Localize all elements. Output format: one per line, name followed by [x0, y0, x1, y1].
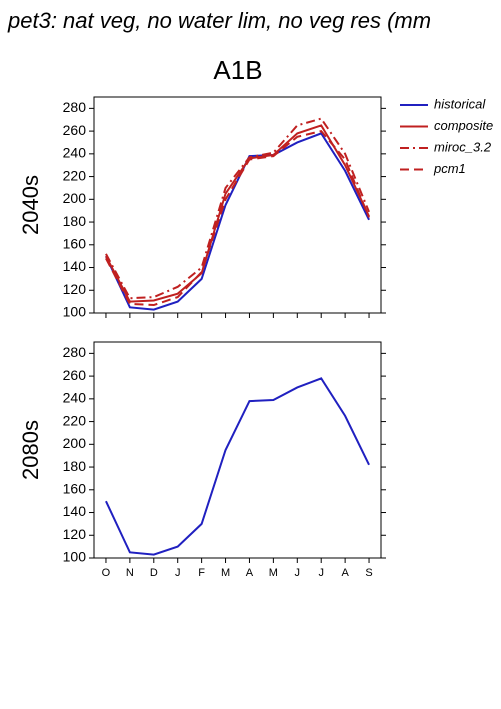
y-tick-label: 160	[63, 235, 87, 251]
legend-label: historical	[434, 96, 486, 111]
y-tick-label: 240	[63, 390, 87, 406]
y-tick-label: 280	[63, 99, 87, 115]
series-line	[105, 129, 370, 307]
y-tick-label: 180	[63, 213, 87, 229]
plot-frame	[93, 341, 382, 559]
y-tick-label: 180	[63, 458, 87, 474]
y-tick-label: 200	[63, 190, 87, 206]
x-tick-label: D	[150, 567, 158, 579]
x-tick-label: O	[102, 567, 111, 579]
x-tick-label: M	[221, 567, 230, 579]
y-tick-label: 140	[63, 258, 87, 274]
legend-label: miroc_3.2	[434, 139, 492, 154]
y-tick-label: 120	[63, 281, 87, 297]
x-tick-label: J	[295, 567, 301, 579]
y-tick-label: 100	[63, 304, 87, 320]
plot-frame	[93, 96, 382, 314]
x-tick-label: J	[175, 567, 181, 579]
y-tick-label: 280	[63, 344, 87, 360]
y-tick-label: 120	[63, 526, 87, 542]
y-axis-label: 2080s	[18, 420, 43, 480]
series-line	[105, 132, 370, 311]
x-tick-label: M	[269, 567, 278, 579]
y-tick-label: 160	[63, 480, 87, 496]
series-line	[105, 124, 370, 303]
x-tick-label: J	[318, 567, 324, 579]
y-tick-label: 220	[63, 412, 87, 428]
legend-label: composite	[434, 118, 493, 133]
series-line	[105, 117, 370, 300]
y-tick-label: 260	[63, 367, 87, 383]
y-tick-label: 200	[63, 435, 87, 451]
chart-title: pet3: nat veg, no water lim, no veg res …	[7, 8, 431, 33]
y-axis-label: 2040s	[18, 175, 43, 235]
y-tick-label: 100	[63, 549, 87, 565]
x-tick-label: F	[198, 567, 205, 579]
y-tick-label: 140	[63, 503, 87, 519]
x-tick-label: A	[246, 567, 254, 579]
y-tick-label: 260	[63, 122, 87, 138]
chart-subtitle: A1B	[213, 55, 262, 85]
legend-label: pcm1	[433, 161, 466, 176]
series-line	[105, 377, 370, 556]
y-tick-label: 220	[63, 167, 87, 183]
x-tick-label: N	[126, 567, 134, 579]
y-tick-label: 240	[63, 145, 87, 161]
x-tick-label: S	[365, 567, 372, 579]
x-tick-label: A	[341, 567, 349, 579]
